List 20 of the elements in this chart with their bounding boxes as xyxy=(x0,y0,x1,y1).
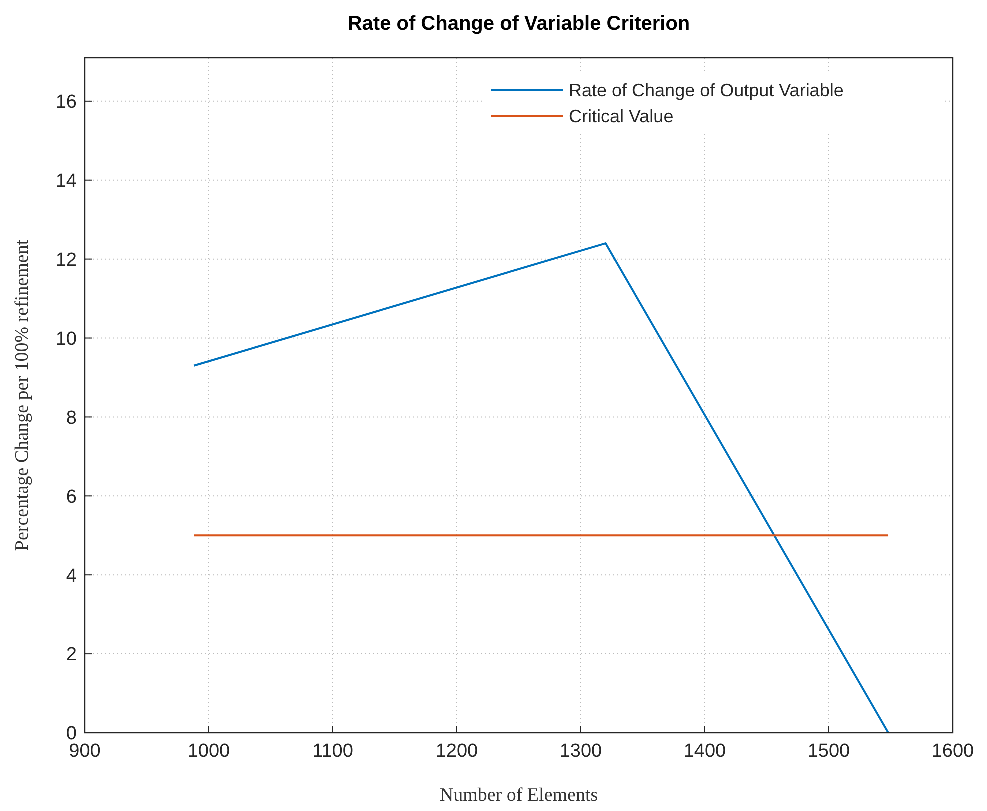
y-tick-label: 2 xyxy=(66,644,77,666)
y-tick-label: 12 xyxy=(56,250,77,271)
y-tick-label: 14 xyxy=(56,171,78,192)
y-tick-label: 8 xyxy=(66,408,77,429)
x-tick-label: 1600 xyxy=(932,741,974,762)
x-axis-title: Number of Elements xyxy=(440,785,598,806)
y-tick-label: 6 xyxy=(66,486,77,508)
y-tick-label: 4 xyxy=(66,566,78,587)
y-tick-label: 16 xyxy=(56,92,77,114)
legend-label: Critical Value xyxy=(569,106,674,126)
x-tick-label: 1400 xyxy=(684,741,726,762)
x-tick-label: 1300 xyxy=(560,741,602,762)
legend-label: Rate of Change of Output Variable xyxy=(569,80,844,100)
x-tick-label: 1000 xyxy=(188,741,230,762)
x-tick-label: 1200 xyxy=(436,741,478,762)
x-tick-label: 1500 xyxy=(808,741,850,762)
chart-title: Rate of Change of Variable Criterion xyxy=(348,13,690,35)
y-axis-title: Percentage Change per 100% refinement xyxy=(12,239,33,552)
y-tick-label: 10 xyxy=(56,328,77,350)
x-tick-label: 1100 xyxy=(312,741,354,762)
